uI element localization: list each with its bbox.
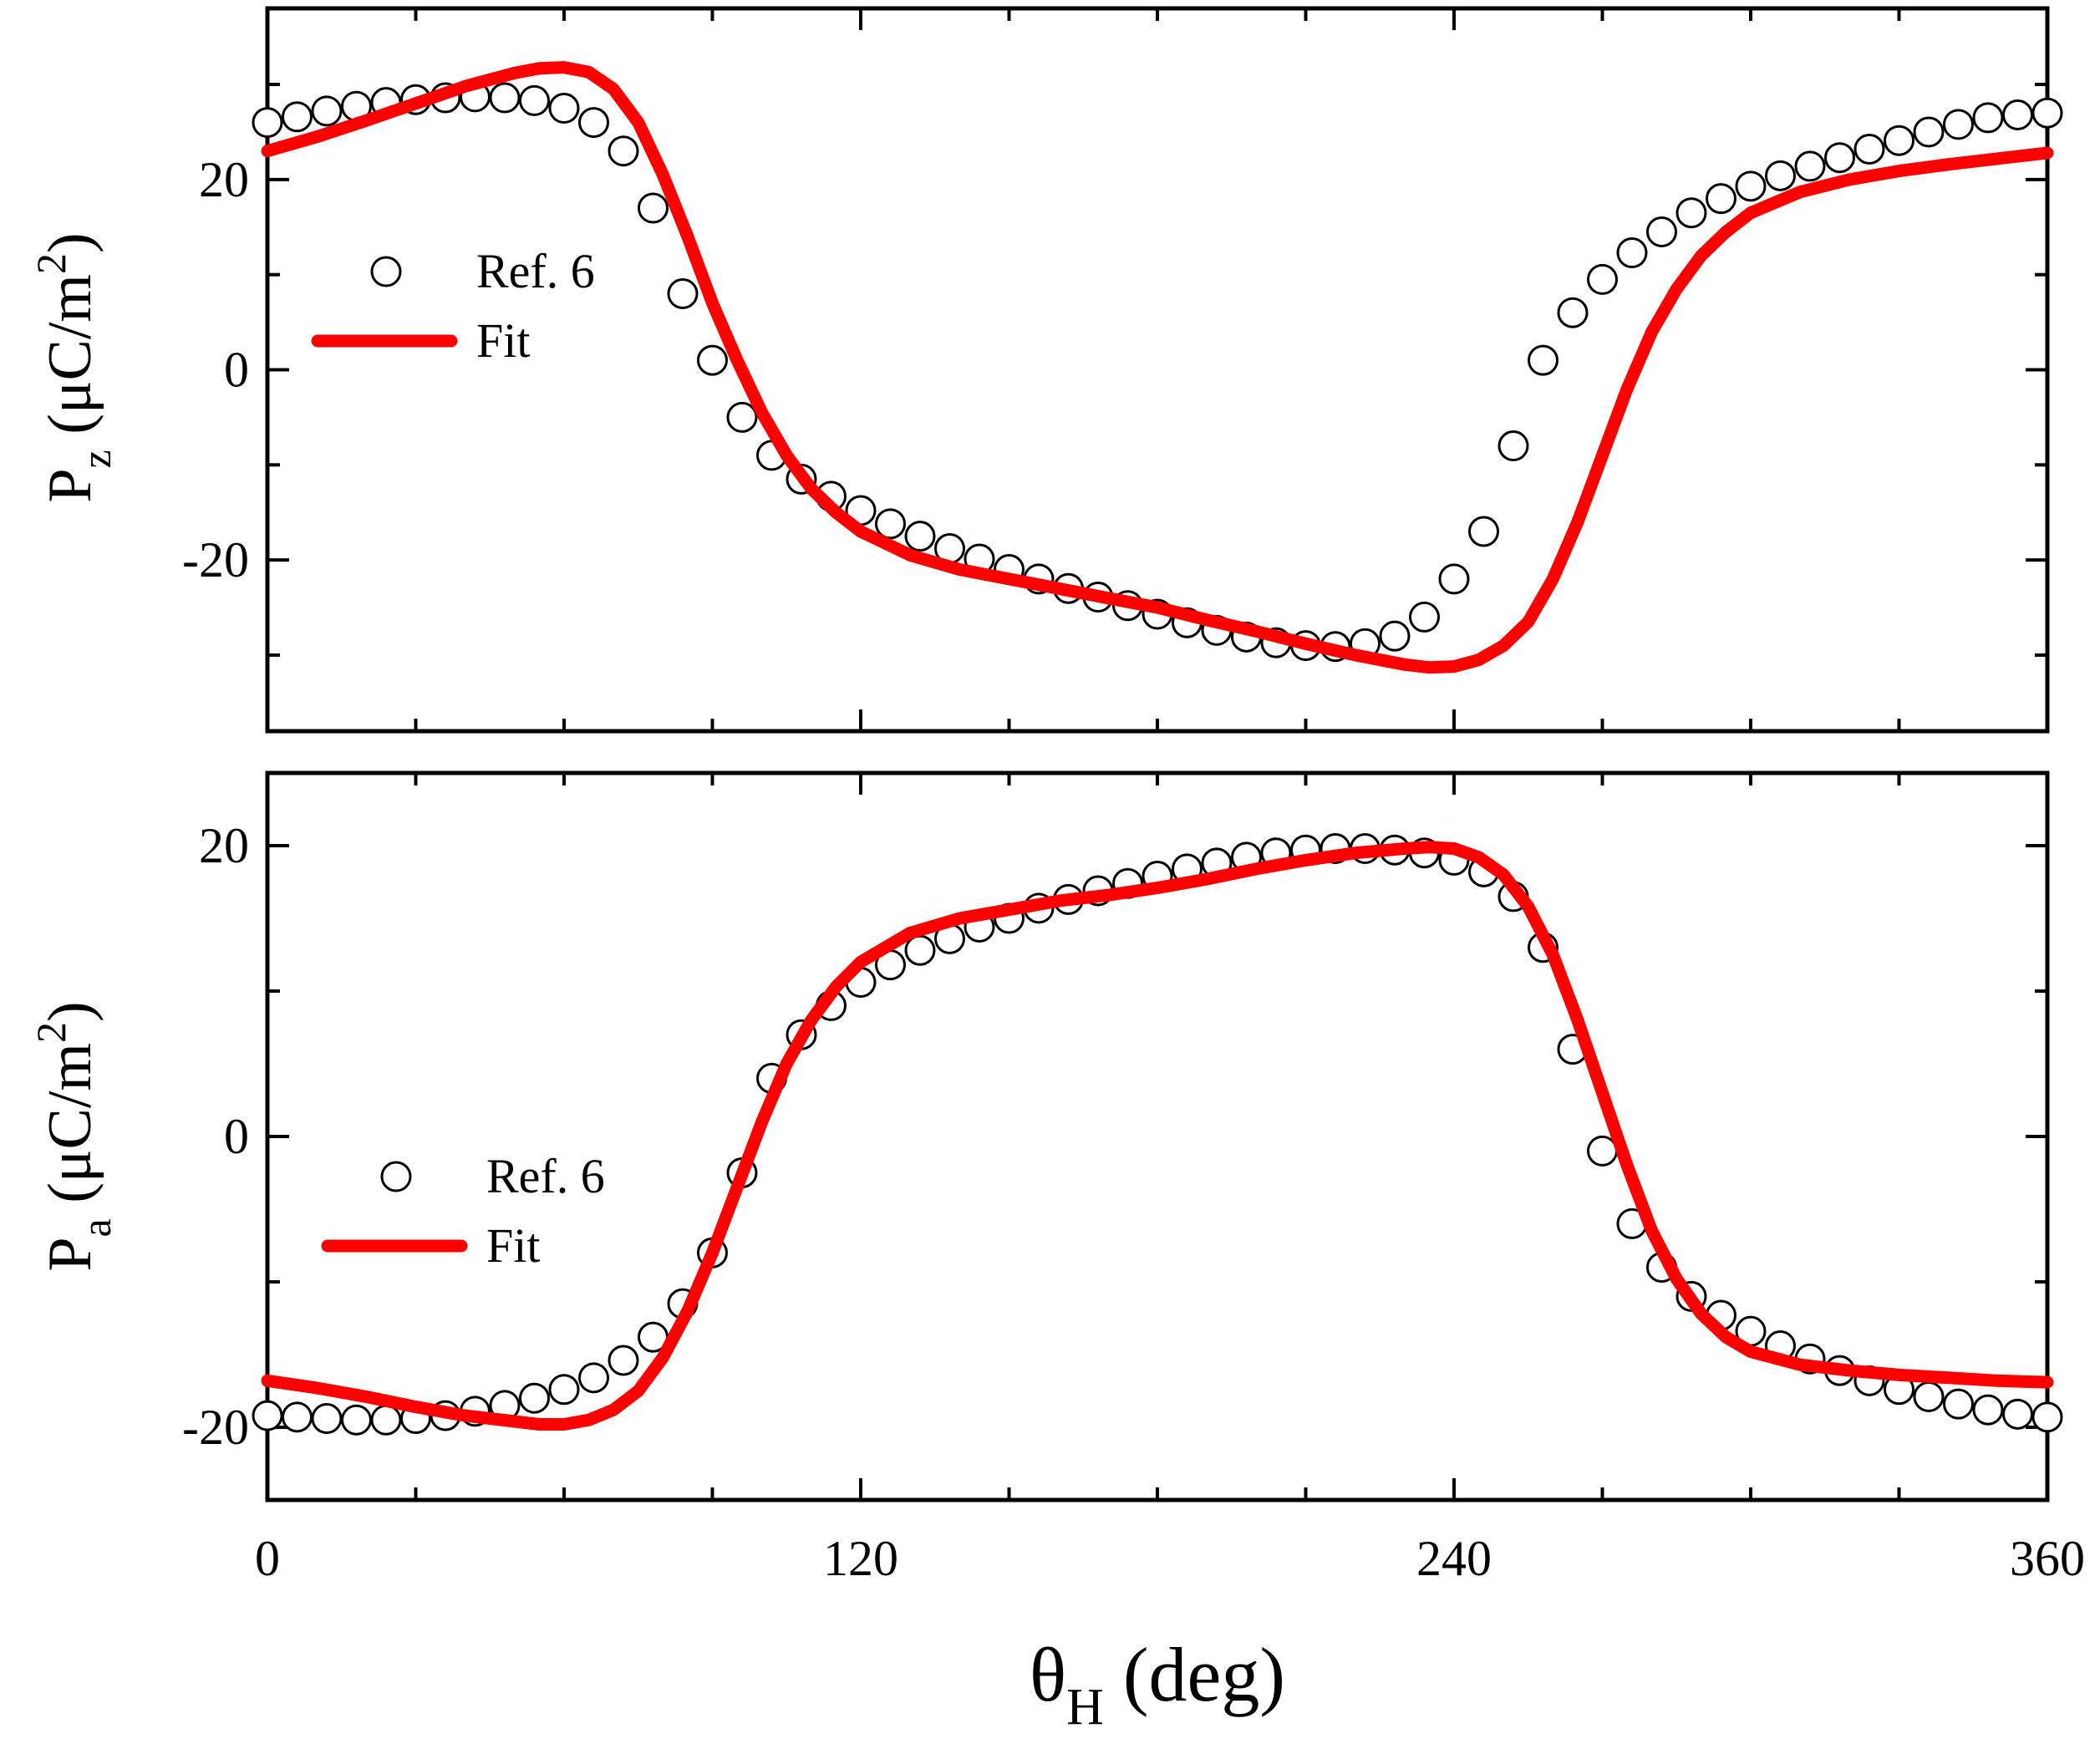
top-legend: Ref. 6 Fit [311, 244, 595, 368]
top-ref6-point [1943, 109, 1974, 140]
top-ref6-point [1438, 563, 1470, 595]
top-ref6-point [1379, 620, 1411, 652]
top-ref6-point [578, 107, 609, 139]
top-ref6-point [608, 135, 639, 167]
bottom-y-axis-label-sub: a [73, 1218, 119, 1237]
bottom-ref6-point [578, 1362, 609, 1394]
top-ref6-point [1853, 133, 1885, 165]
top-ref6-point [697, 344, 728, 376]
bottom-ref6-point [904, 934, 936, 966]
top-ref6-point [1557, 297, 1589, 328]
top-ref6-point [1468, 516, 1499, 547]
bottom-ref6-point [1913, 1380, 1945, 1412]
bottom-panel: 20 0 -20 Ref. 6 Fit Pa (μC/m2) [28, 770, 2063, 1502]
top-ref6-point [282, 101, 313, 133]
bottom-legend-ref6-marker [380, 1161, 412, 1192]
top-ticks: 20 0 -20 [182, 8, 2049, 731]
top-ref6-point [638, 192, 669, 224]
top-ref6-point [1824, 142, 1855, 174]
bottom-y-axis-label-sup: 2 [28, 1022, 74, 1043]
top-ref6-point [2031, 97, 2063, 129]
top-ref6-point [1646, 216, 1677, 247]
bottom-y-axis-label: Pa (μC/m2) [28, 1001, 119, 1271]
top-ref6-point [1735, 170, 1767, 202]
top-y-tick-label: 0 [224, 343, 249, 398]
bottom-ticks: 20 0 -20 [182, 773, 2049, 1500]
top-ref6-point [1884, 125, 1914, 156]
bottom-fit-line [261, 841, 2054, 1431]
bottom-ref6-point [311, 1403, 343, 1435]
bottom-ref6-point [2031, 1401, 2063, 1433]
top-ref6-point [667, 277, 699, 309]
top-y-tick-label: 20 [199, 152, 249, 207]
bottom-ref6-point [548, 1374, 580, 1406]
bottom-ref6-point [1972, 1394, 2004, 1426]
top-ref6-point [875, 508, 906, 540]
top-ref6-point [904, 521, 936, 552]
top-ref6-point [1616, 237, 1648, 269]
top-y-tick-label: -20 [182, 532, 249, 587]
bottom-ref6-point [519, 1382, 550, 1414]
top-ref6-point [2002, 99, 2033, 130]
top-series [252, 61, 2063, 674]
bottom-ref6-point [608, 1345, 639, 1376]
top-ref6-point [1409, 601, 1440, 633]
top-legend-fit-label: Fit [476, 313, 531, 368]
bottom-ref6-point [2002, 1398, 2033, 1430]
bottom-ref6-point [370, 1404, 402, 1436]
bottom-y-tick-label: -20 [182, 1400, 249, 1455]
bottom-ref6-point [252, 1400, 283, 1431]
bottom-series [252, 832, 2063, 1436]
bottom-ref6-point [341, 1404, 372, 1436]
top-y-axis-label-sup: 2 [28, 253, 74, 274]
top-ref6-point [1587, 263, 1618, 295]
bottom-legend-ref6-label: Ref. 6 [486, 1149, 605, 1203]
top-ref6-point [1794, 150, 1826, 182]
x-tick-label: 360 [2010, 1531, 2085, 1586]
top-ref6-point [311, 95, 343, 127]
top-ref6-point [1706, 183, 1736, 215]
top-y-axis-label: Pz (μC/m2) [28, 232, 119, 502]
x-tick-labels: 0 120 240 360 [255, 1531, 2085, 1586]
top-ref6-point [1675, 197, 1707, 229]
x-tick-label: 240 [1416, 1531, 1492, 1586]
bottom-y-tick-label: 0 [224, 1109, 249, 1164]
top-ref6-point [1528, 344, 1558, 376]
x-tick-label: 0 [255, 1531, 280, 1586]
top-ref6-point [519, 84, 550, 116]
bottom-ref6-point [1943, 1388, 1974, 1420]
bottom-y-tick-label: 20 [199, 818, 249, 873]
x-tick-label: 120 [823, 1531, 898, 1586]
bottom-legend-fit-label: Fit [486, 1218, 541, 1273]
top-legend-ref6-label: Ref. 6 [476, 244, 595, 298]
top-ref6-point [1972, 102, 2004, 134]
top-y-axis-label-sub: z [73, 450, 119, 468]
top-ref6-point [252, 107, 283, 139]
top-fit-line [261, 61, 2054, 674]
top-panel: 20 0 -20 Ref. 6 Fit Pz (μC/m2) [28, 6, 2063, 734]
top-ref6-point [489, 82, 521, 114]
top-ref6-point [1913, 116, 1945, 148]
top-ref6-point [1765, 160, 1796, 191]
x-axis-label: θH (deg) [1030, 1632, 1285, 1736]
top-legend-ref6-marker [370, 256, 402, 287]
top-ref6-point [1497, 430, 1529, 462]
top-ref6-point [726, 401, 758, 433]
top-ref6-point [548, 93, 580, 125]
bottom-legend: Ref. 6 Fit [321, 1149, 605, 1273]
x-axis-label-sub: H [1066, 1679, 1104, 1736]
bottom-ref6-point [282, 1401, 313, 1433]
